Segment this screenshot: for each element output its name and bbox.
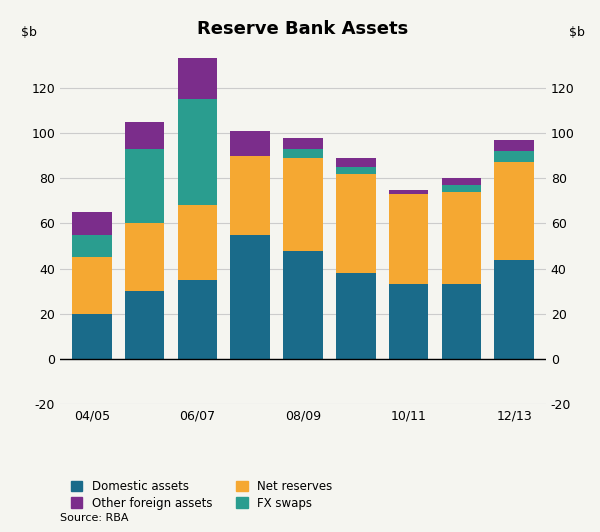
Bar (72, 235, 112, 257)
Bar (178, 59, 217, 99)
Bar (125, 292, 164, 359)
Bar (178, 205, 217, 280)
Bar (442, 192, 481, 285)
Bar (230, 156, 270, 235)
Bar (72, 314, 112, 359)
Bar (283, 251, 323, 359)
Bar (336, 273, 376, 359)
Bar (72, 212, 112, 235)
Bar (178, 280, 217, 359)
Bar (125, 122, 164, 149)
Bar (494, 162, 534, 260)
Bar (389, 189, 428, 194)
Bar (389, 194, 428, 285)
Bar (336, 167, 376, 174)
Bar (230, 131, 270, 156)
Bar (230, 235, 270, 359)
Bar (389, 285, 428, 359)
Bar (283, 158, 323, 251)
Bar (442, 285, 481, 359)
Bar (494, 260, 534, 359)
Legend: Domestic assets, Other foreign assets, Net reserves, FX swaps: Domestic assets, Other foreign assets, N… (66, 475, 337, 514)
Text: Source: RBA: Source: RBA (60, 513, 128, 523)
Bar (283, 149, 323, 158)
Bar (494, 151, 534, 162)
Text: $b: $b (21, 26, 37, 39)
Bar (442, 178, 481, 185)
Bar (178, 99, 217, 205)
Bar (125, 149, 164, 223)
Bar (336, 158, 376, 167)
Title: Reserve Bank Assets: Reserve Bank Assets (197, 20, 409, 38)
Bar (283, 138, 323, 149)
Bar (72, 257, 112, 314)
Text: $b: $b (569, 26, 585, 39)
Bar (125, 223, 164, 292)
Bar (336, 167, 376, 273)
Bar (494, 140, 534, 151)
Bar (442, 185, 481, 192)
